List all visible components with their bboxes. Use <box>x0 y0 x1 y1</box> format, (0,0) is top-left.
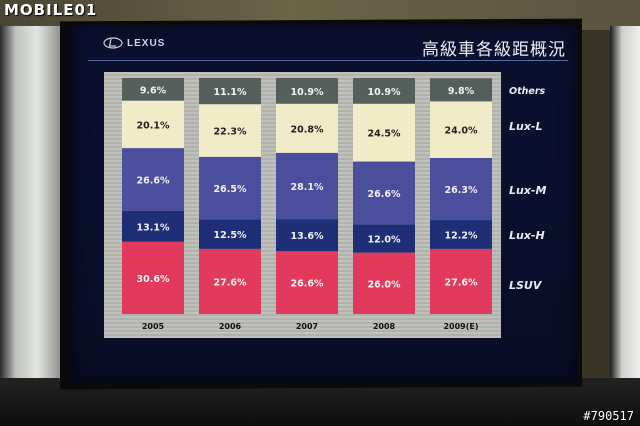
data-label: 10.9% <box>368 87 401 98</box>
photo-id: #790517 <box>583 409 634 423</box>
data-label: 11.1% <box>214 87 247 98</box>
watermark: MOBILE01 <box>4 1 98 19</box>
data-label: 27.6% <box>445 277 478 288</box>
bar-segment-lux-m-2008 <box>353 161 415 225</box>
bar-segment-lux-l-2006 <box>199 104 261 157</box>
x-tick-label: 2007 <box>296 322 318 331</box>
bar-segment-lux-m-2009(e) <box>430 158 492 221</box>
data-label: 26.6% <box>291 279 324 290</box>
data-label: 24.5% <box>368 129 401 140</box>
lexus-logo: LEXUS <box>103 34 193 52</box>
data-label: 13.1% <box>137 222 170 233</box>
bar-segment-others-2005 <box>122 78 184 101</box>
bar-segment-lux-l-2009(e) <box>430 101 492 159</box>
bar-segment-lux-h-2005 <box>122 210 184 242</box>
bar-segment-others-2009(e) <box>430 78 492 102</box>
legend-label-lux-m: Lux-M <box>509 184 547 197</box>
data-label: 26.5% <box>214 184 247 195</box>
data-label: 26.6% <box>368 189 401 200</box>
right-pillar <box>610 26 640 388</box>
bar-segment-lsuv-2006 <box>199 248 261 314</box>
x-tick-label: 2006 <box>219 322 242 331</box>
data-label: 12.5% <box>214 230 247 241</box>
data-label: 28.1% <box>291 182 324 193</box>
x-tick-label: 2008 <box>373 322 396 331</box>
legend-label-others: Others <box>509 86 546 97</box>
data-label: 13.6% <box>291 231 324 242</box>
header-divider <box>88 60 568 61</box>
bar-segment-lux-l-2008 <box>353 103 415 162</box>
bar-segment-lux-l-2007 <box>276 103 338 153</box>
data-label: 9.8% <box>448 86 475 97</box>
data-label: 22.3% <box>214 127 247 138</box>
data-label: 20.1% <box>137 120 170 131</box>
bar-segment-lux-m-2005 <box>122 148 184 211</box>
data-label: 10.9% <box>291 87 324 98</box>
data-label: 24.0% <box>445 126 478 137</box>
bar-segment-lux-h-2007 <box>276 219 338 252</box>
bar-segment-lsuv-2005 <box>122 241 184 314</box>
data-label: 9.6% <box>140 85 167 96</box>
bar-segment-lsuv-2009(e) <box>430 248 492 314</box>
legend-label-lsuv: LSUV <box>509 279 543 292</box>
bar-segment-lux-m-2007 <box>276 152 338 220</box>
data-label: 26.0% <box>368 279 401 290</box>
data-label: 12.2% <box>445 230 478 241</box>
bar-segment-lux-h-2009(e) <box>430 220 492 249</box>
bar-segment-lux-l-2005 <box>122 100 184 149</box>
bar-segment-others-2007 <box>276 78 338 104</box>
chart-panel: 30.6% 13.1% 26.6% 20.1% 9.6% 2005 27.6% 12.5% 26… <box>104 72 547 338</box>
bar-segment-others-2006 <box>199 78 261 105</box>
data-label: 27.6% <box>214 277 247 288</box>
x-tick-label: 2009(E) <box>443 322 478 331</box>
bar-segment-lsuv-2007 <box>276 251 338 314</box>
stacked-bar-chart: 30.6% 13.1% 26.6% 20.1% 9.6% 2005 27.6% 12.5% 26… <box>122 78 547 331</box>
bar-segment-lux-h-2008 <box>353 224 415 253</box>
bar-segment-lux-m-2006 <box>199 156 261 220</box>
data-label: 30.6% <box>137 274 170 285</box>
data-label: 26.3% <box>445 185 478 196</box>
bar-segment-lux-h-2006 <box>199 219 261 249</box>
bar-segment-others-2008 <box>353 78 415 104</box>
left-pillar <box>0 26 62 378</box>
data-label: 12.0% <box>368 234 401 245</box>
bar-segment-lsuv-2008 <box>353 252 415 314</box>
legend-label-lux-l: Lux-L <box>509 120 543 133</box>
x-tick-label: 2005 <box>142 322 165 331</box>
data-label: 26.6% <box>137 175 170 186</box>
legend-label-lux-h: Lux-H <box>509 229 545 242</box>
lexus-emblem-icon <box>103 37 123 49</box>
slide-title: 高級車各級距概況 <box>422 40 566 60</box>
data-label: 20.8% <box>291 124 324 135</box>
brand-name: LEXUS <box>127 37 166 49</box>
